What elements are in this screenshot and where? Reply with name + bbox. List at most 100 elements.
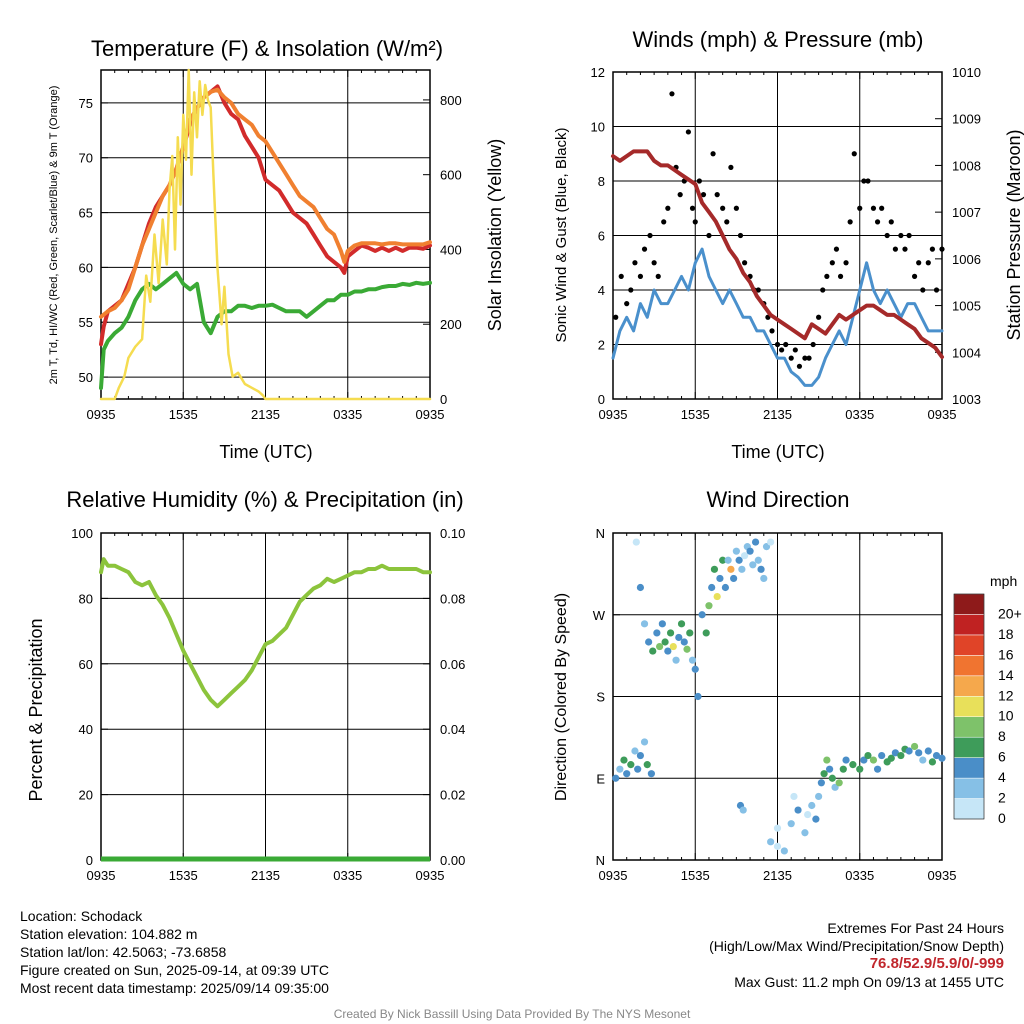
direction-point <box>891 749 899 757</box>
direction-point <box>869 756 878 764</box>
gust-point <box>920 287 926 293</box>
y-tick-label-right: 1008 <box>952 158 981 173</box>
direction-point <box>825 765 834 773</box>
credit-text: Created By Nick Bassill Using Data Provi… <box>333 1007 691 1021</box>
direction-point <box>787 820 795 828</box>
gust-point <box>724 219 730 225</box>
gust-point <box>637 273 644 279</box>
colorbar-label: 6 <box>998 749 1006 765</box>
direction-point <box>873 765 882 773</box>
colorbar-border <box>953 593 985 820</box>
direction-point <box>864 751 872 760</box>
x-tick-label: 0935 <box>416 868 445 883</box>
y-axis-label-left: Percent & Precipitation <box>26 618 46 801</box>
gust-point <box>665 205 671 211</box>
panel-1-frame <box>100 69 431 400</box>
gust-point <box>788 355 794 361</box>
gust-point <box>802 355 808 361</box>
direction-point <box>645 638 653 646</box>
gust-point <box>783 341 789 348</box>
y-axis-label-left: 2m T, Td, HI/WC (Red, Green, Scarlet/Blu… <box>48 86 60 385</box>
gust-point <box>837 273 844 279</box>
x-tick-label: 0335 <box>845 868 874 883</box>
direction-point <box>739 806 747 814</box>
y-tick-label-left: 100 <box>71 526 93 541</box>
gust-point <box>824 273 830 279</box>
latlon-text: Station lat/lon: 42.5063; -73.6858 <box>20 944 227 960</box>
panel-title: Relative Humidity (%) & Precipitation (i… <box>66 487 463 512</box>
gust-point <box>641 246 648 252</box>
panel-3-frame <box>100 532 431 861</box>
direction-point <box>749 561 757 569</box>
gust-point <box>792 347 798 353</box>
direction-point <box>620 756 628 764</box>
direction-point <box>741 552 749 560</box>
y-tick-label-left: W <box>593 608 606 623</box>
gust-point <box>847 219 853 225</box>
gust-point <box>888 219 894 225</box>
direction-point <box>842 756 850 764</box>
series-line <box>99 557 432 709</box>
colorbar-swatch <box>953 614 985 636</box>
gust-point <box>879 205 885 211</box>
direction-point <box>835 779 843 787</box>
direction-point <box>804 810 812 819</box>
direction-point <box>721 583 730 592</box>
x-tick-label: 0935 <box>599 868 628 883</box>
direction-point <box>640 620 649 628</box>
gust-point <box>861 178 867 184</box>
gust-point <box>874 219 881 225</box>
gust-point <box>669 91 675 97</box>
direction-point <box>773 824 782 832</box>
colorbar-label: 18 <box>998 626 1014 642</box>
x-tick-label: 2135 <box>763 407 792 422</box>
direction-point <box>751 538 760 546</box>
y-tick-label-left: 50 <box>79 370 93 385</box>
gust-point <box>829 260 835 266</box>
location-text: Location: Schodack <box>20 908 143 924</box>
y-tick-label-right: 0.06 <box>440 657 465 672</box>
gust-point <box>655 273 661 279</box>
direction-point <box>735 556 743 564</box>
direction-point <box>897 751 905 760</box>
x-tick-label: 0935 <box>87 407 116 422</box>
y-tick-label-left: 4 <box>598 283 605 298</box>
extremes-title: Extremes For Past 24 Hours <box>827 920 1004 936</box>
y-tick-label-right: 600 <box>440 168 462 183</box>
panel-title: Winds (mph) & Pressure (mb) <box>633 27 924 52</box>
gust-point <box>911 273 918 279</box>
direction-point <box>688 656 697 664</box>
direction-point <box>694 692 702 701</box>
direction-point <box>757 565 765 573</box>
gust-point <box>647 232 653 239</box>
gust-point <box>906 232 912 239</box>
y-tick-label-left: 12 <box>591 65 605 80</box>
colorbar-label: 8 <box>998 728 1006 744</box>
series-line <box>99 68 432 401</box>
gust-point <box>779 347 785 353</box>
direction-point <box>713 592 721 601</box>
direction-point <box>801 829 809 837</box>
y-tick-label-right: 0.10 <box>440 526 465 541</box>
y-tick-label-left: 80 <box>79 591 93 606</box>
x-tick-label: 0335 <box>333 868 362 883</box>
direction-point <box>658 620 666 628</box>
y-tick-label-right: 0.08 <box>440 591 465 606</box>
gust-point <box>677 192 683 198</box>
direction-point <box>672 656 680 664</box>
y-tick-label-left: 65 <box>79 206 93 221</box>
gust-point <box>737 232 744 239</box>
gust-point <box>714 192 720 198</box>
direction-point <box>708 583 716 592</box>
y-tick-label-right: 0.04 <box>440 722 465 737</box>
colorbar-label: 16 <box>998 646 1014 662</box>
direction-point <box>683 645 691 653</box>
gust-point <box>696 178 702 184</box>
x-tick-label: 0335 <box>333 407 362 422</box>
created-text: Figure created on Sun, 2025-09-14, at 09… <box>20 962 329 978</box>
gust-point <box>816 314 822 320</box>
direction-point <box>790 792 798 801</box>
y-tick-label-left: S <box>596 690 605 705</box>
y-axis-label-left: Sonic Wind & Gust (Blue, Black) <box>553 127 570 342</box>
